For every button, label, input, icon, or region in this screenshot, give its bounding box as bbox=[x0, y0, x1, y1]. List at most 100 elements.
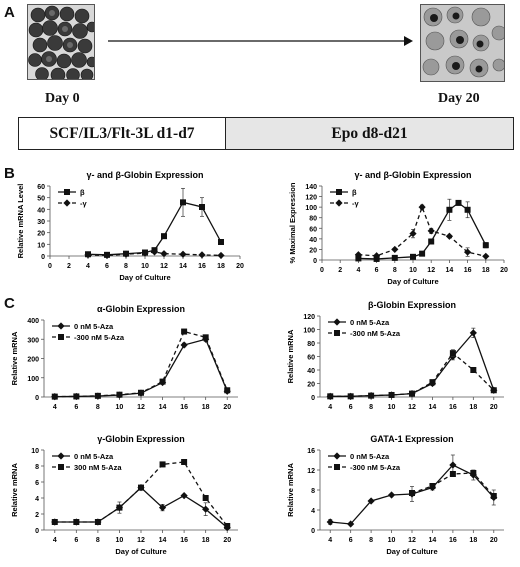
x-tick-label: 4 bbox=[356, 267, 360, 274]
data-point bbox=[217, 251, 225, 260]
x-tick-label: 20 bbox=[490, 537, 498, 544]
data-point bbox=[446, 206, 453, 213]
x-tick-label: 6 bbox=[105, 263, 109, 270]
x-tick-label: 12 bbox=[408, 537, 416, 544]
data-point bbox=[449, 350, 456, 357]
data-point bbox=[198, 251, 206, 259]
y-axis-label: % Maximal Expression bbox=[288, 182, 297, 263]
y-tick-label: 400 bbox=[27, 318, 39, 325]
day-0-label: Day 0 bbox=[45, 91, 80, 106]
data-point bbox=[490, 387, 497, 394]
x-tick-label: 10 bbox=[409, 267, 417, 274]
x-tick-label: 12 bbox=[408, 404, 416, 411]
series-line bbox=[358, 202, 487, 260]
chart-title: β-Globin Expression bbox=[368, 300, 456, 310]
data-point bbox=[181, 328, 188, 335]
data-point bbox=[116, 391, 123, 398]
data-point bbox=[464, 248, 472, 256]
y-tick-label: 100 bbox=[303, 328, 315, 335]
y-axis-label: Relative mRNA bbox=[10, 463, 19, 517]
data-point bbox=[141, 249, 149, 257]
x-tick-label: 20 bbox=[223, 537, 231, 544]
x-tick-label: 4 bbox=[53, 404, 57, 411]
x-tick-label: 12 bbox=[427, 267, 435, 274]
data-point bbox=[482, 252, 490, 260]
y-tick-label: 40 bbox=[37, 207, 45, 214]
x-tick-label: 10 bbox=[388, 404, 396, 411]
legend-label: -300 nM 5-Aza bbox=[350, 463, 401, 472]
start-micrograph bbox=[27, 4, 95, 80]
data-point bbox=[122, 250, 130, 258]
x-axis-label: Day of Culture bbox=[387, 277, 438, 286]
condition-box-1: SCF/IL3/Flt-3L d1-d7 bbox=[18, 117, 226, 150]
y-tick-label: 10 bbox=[31, 448, 39, 455]
data-point bbox=[449, 461, 457, 469]
data-point bbox=[388, 391, 395, 398]
x-axis-label: Day of Culture bbox=[115, 547, 166, 556]
x-tick-label: 4 bbox=[328, 537, 332, 544]
legend-label: 300 nM 5-Aza bbox=[74, 463, 122, 472]
legend-marker bbox=[58, 464, 64, 470]
x-tick-label: 6 bbox=[349, 404, 353, 411]
x-tick-label: 14 bbox=[429, 537, 437, 544]
legend-marker bbox=[64, 189, 70, 195]
x-tick-label: 16 bbox=[464, 267, 472, 274]
y-tick-label: 30 bbox=[37, 219, 45, 226]
legend-label: β bbox=[80, 188, 85, 197]
y-axis-label: Relative mRNA bbox=[10, 331, 19, 385]
data-point bbox=[202, 495, 209, 501]
y-tick-label: 0 bbox=[35, 528, 39, 535]
data-point bbox=[159, 461, 166, 468]
data-point bbox=[180, 492, 188, 500]
series-1 bbox=[355, 198, 489, 262]
data-point bbox=[218, 239, 224, 245]
x-tick-label: 14 bbox=[446, 267, 454, 274]
x-tick-label: 8 bbox=[393, 267, 397, 274]
x-tick-label: 8 bbox=[369, 537, 373, 544]
y-tick-label: 0 bbox=[41, 254, 45, 261]
legend-marker bbox=[58, 334, 64, 340]
x-tick-label: 20 bbox=[236, 263, 244, 270]
x-tick-label: 18 bbox=[202, 404, 210, 411]
x-tick-label: 10 bbox=[116, 537, 124, 544]
x-tick-label: 8 bbox=[96, 537, 100, 544]
data-point bbox=[202, 334, 209, 341]
x-axis-label: Day of Culture bbox=[119, 273, 170, 282]
data-point bbox=[150, 248, 159, 256]
series-line bbox=[358, 205, 486, 257]
x-tick-label: 6 bbox=[375, 267, 379, 274]
data-point bbox=[224, 387, 231, 394]
y-tick-label: 140 bbox=[305, 184, 317, 191]
data-point bbox=[445, 232, 453, 240]
legend-marker bbox=[333, 452, 341, 460]
y-tick-label: 120 bbox=[303, 314, 315, 321]
x-tick-label: 14 bbox=[159, 537, 167, 544]
y-tick-label: 60 bbox=[309, 226, 317, 233]
legend-marker bbox=[333, 318, 341, 326]
y-tick-label: 8 bbox=[35, 464, 39, 471]
x-tick-label: 12 bbox=[160, 263, 168, 270]
legend-label: 0 nM 5-Aza bbox=[350, 318, 390, 327]
legend-label: -γ bbox=[80, 199, 87, 208]
y-tick-label: 50 bbox=[37, 196, 45, 203]
legend-marker bbox=[336, 189, 342, 195]
x-tick-label: 18 bbox=[482, 267, 490, 274]
x-tick-label: 6 bbox=[74, 404, 78, 411]
x-tick-label: 10 bbox=[141, 263, 149, 270]
data-point bbox=[181, 459, 188, 465]
x-tick-label: 16 bbox=[449, 404, 457, 411]
y-axis-label: Relative mRNA Level bbox=[16, 184, 25, 259]
data-point bbox=[470, 367, 477, 373]
data-point bbox=[73, 519, 80, 525]
y-tick-label: 40 bbox=[309, 237, 317, 244]
x-tick-label: 4 bbox=[328, 404, 332, 411]
chart-title: γ- and β-Globin Expression bbox=[354, 170, 471, 180]
legend-marker bbox=[335, 199, 343, 207]
y-tick-label: 0 bbox=[311, 395, 315, 402]
y-tick-label: 4 bbox=[35, 496, 39, 503]
data-point bbox=[367, 497, 375, 505]
